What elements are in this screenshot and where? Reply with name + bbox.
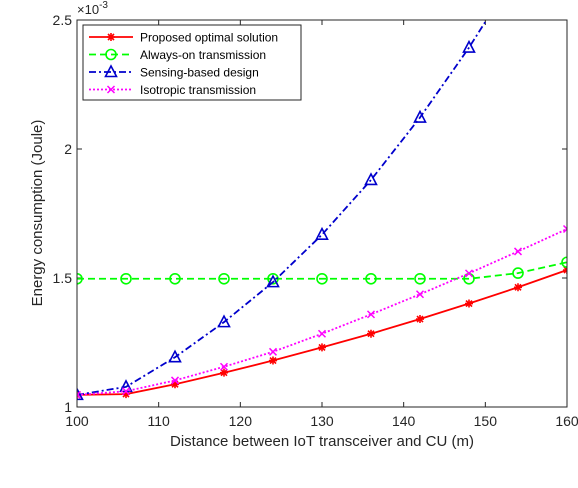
data-point — [367, 329, 375, 338]
data-point — [77, 390, 82, 399]
legend-marker — [105, 48, 117, 61]
legend-label: Proposed optimal solution — [140, 31, 278, 45]
data-point — [168, 349, 182, 363]
x-tick-label: 130 — [310, 413, 334, 429]
x-tick-label: 120 — [229, 413, 253, 429]
x-tick-label: 100 — [65, 413, 89, 429]
y-exponent-power: -3 — [99, 0, 108, 11]
data-point — [220, 368, 228, 377]
data-point — [218, 272, 230, 285]
legend-marker — [107, 33, 115, 41]
x-tick-label: 140 — [392, 413, 416, 429]
data-point — [561, 256, 567, 269]
series-layer — [77, 20, 567, 401]
data-point — [120, 272, 132, 285]
data-point — [170, 376, 180, 385]
series-3 — [77, 20, 488, 401]
legend-entry: Isotropic transmission — [89, 83, 256, 97]
series-4 — [77, 224, 567, 399]
y-tick-label: 1.5 — [53, 270, 73, 286]
data-point — [219, 362, 229, 371]
data-point — [514, 283, 522, 292]
x-tick-label: 150 — [474, 413, 498, 429]
series-line — [77, 261, 567, 280]
y-tick-label: 2.5 — [53, 12, 73, 28]
data-point — [77, 272, 83, 285]
data-point — [465, 299, 473, 308]
data-point — [122, 390, 130, 399]
y-tick-label: 2 — [64, 141, 72, 157]
data-point — [413, 109, 427, 123]
legend-entry: Sensing-based design — [89, 64, 259, 80]
legend: Proposed optimal solution Always-on trans… — [82, 24, 302, 101]
series-1 — [77, 266, 567, 399]
data-point — [217, 314, 231, 328]
data-point — [512, 267, 524, 279]
legend-items: Proposed optimal solution Always-on trans… — [89, 31, 278, 97]
data-point — [464, 269, 474, 278]
legend-marker — [104, 64, 118, 78]
data-point — [562, 224, 567, 234]
data-point — [364, 172, 378, 186]
data-point — [414, 272, 426, 285]
data-point — [267, 272, 279, 285]
plot-frame — [76, 19, 568, 408]
data-point — [317, 329, 327, 338]
legend-entry: Proposed optimal solution — [89, 31, 278, 45]
legend-marker — [106, 85, 116, 94]
data-point — [269, 356, 277, 365]
data-point — [316, 272, 328, 285]
legend-label: Sensing-based design — [140, 66, 259, 80]
y-tick-label: 1 — [64, 399, 72, 415]
y-exponent-base: ×10 — [77, 2, 99, 17]
x-axis-label: Distance between IoT transceiver and CU … — [170, 433, 474, 450]
legend-label: Isotropic transmission — [140, 83, 256, 97]
data-point — [315, 226, 329, 240]
data-point — [366, 310, 376, 319]
data-point — [77, 387, 84, 401]
data-point — [416, 315, 424, 324]
x-tick-label: 160 — [555, 413, 578, 429]
data-point — [169, 272, 181, 285]
data-point — [462, 39, 476, 53]
y-axis-label: Energy consumption (Joule) — [29, 120, 46, 307]
data-point — [266, 274, 280, 288]
data-point — [318, 343, 326, 352]
tick-labels: 100 110 120 130 140 150 160 1 1.5 2 2.5 — [53, 12, 578, 429]
x-tick-label: 110 — [148, 413, 171, 429]
data-point — [171, 380, 179, 389]
legend-label: Always-on transmission — [140, 48, 266, 62]
data-point — [268, 347, 278, 356]
data-point — [365, 272, 377, 285]
legend-entry: Always-on transmission — [89, 48, 266, 62]
data-point — [415, 290, 425, 299]
y-exponent: ×10-3 — [77, 0, 108, 17]
data-point — [513, 247, 523, 256]
data-point — [121, 387, 131, 396]
